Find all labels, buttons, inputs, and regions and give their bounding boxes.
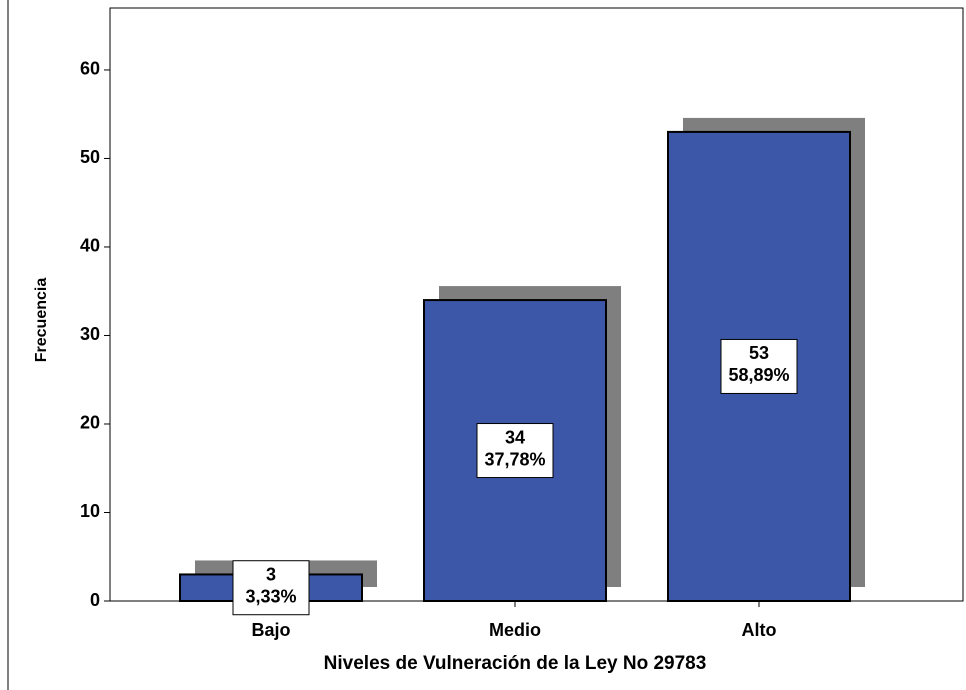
y-tick-label: 0 (90, 590, 100, 610)
value-label: 53 (749, 343, 769, 363)
y-tick-label: 20 (80, 413, 100, 433)
y-tick-label: 60 (80, 59, 100, 79)
value-label: 3 (266, 564, 276, 584)
y-tick-label: 10 (80, 501, 100, 521)
y-tick-label: 40 (80, 236, 100, 256)
y-axis-label: Frecuencia (33, 278, 50, 363)
x-axis-label: Niveles de Vulneración de la Ley No 2978… (324, 653, 707, 674)
y-tick-label: 50 (80, 147, 100, 167)
x-tick-label: Medio (489, 620, 541, 640)
percent-label: 3,33% (245, 586, 296, 606)
label-box (476, 423, 554, 479)
label-box (232, 560, 310, 616)
percent-label: 37,78% (484, 449, 545, 469)
y-tick-label: 30 (80, 324, 100, 344)
x-tick-label: Bajo (251, 620, 290, 640)
percent-label: 58,89% (728, 365, 789, 385)
label-box (720, 338, 798, 394)
x-tick-label: Alto (742, 620, 777, 640)
value-label: 34 (505, 427, 525, 447)
